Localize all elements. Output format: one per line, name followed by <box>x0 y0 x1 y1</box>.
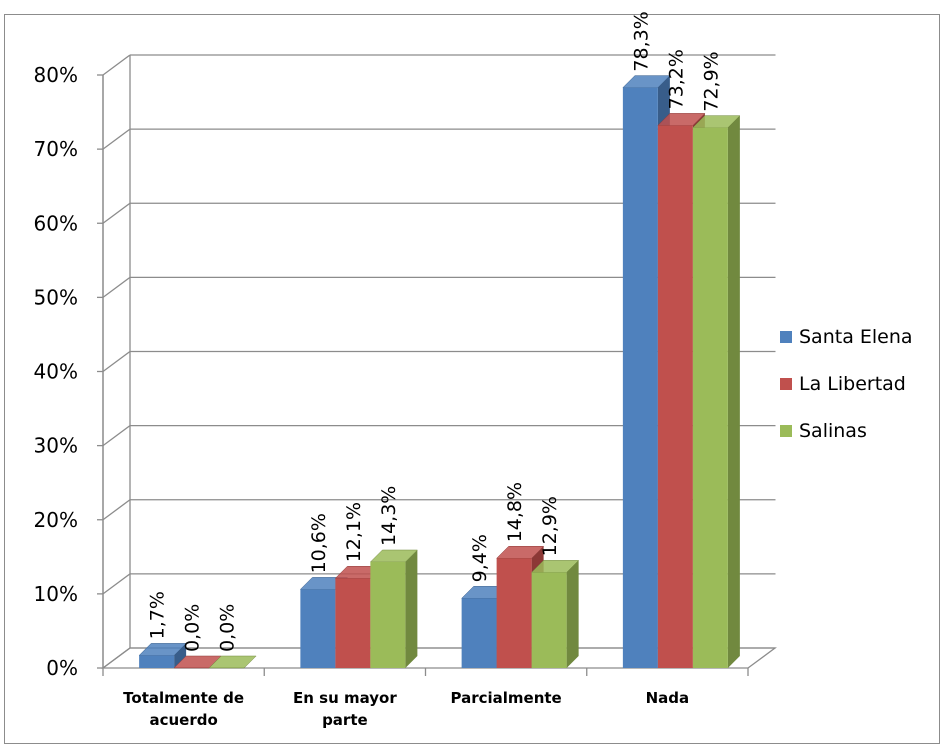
data-label: 14,8% <box>504 482 526 542</box>
bar-side <box>727 115 740 668</box>
legend-label: La Libertad <box>799 373 906 395</box>
x-category-label: Nada <box>646 689 690 707</box>
data-label: 9,4% <box>469 534 491 582</box>
bar <box>300 589 336 668</box>
legend-swatch <box>780 425 792 437</box>
bar <box>335 578 371 668</box>
legend-label: Santa Elena <box>799 326 913 348</box>
bar-top <box>208 655 257 669</box>
bar-side <box>566 560 579 668</box>
bar <box>622 87 658 668</box>
bar-side <box>405 550 418 668</box>
y-tick-label: 20% <box>34 508 78 532</box>
data-label: 14,3% <box>378 486 400 546</box>
y-tick-label: 30% <box>34 434 78 458</box>
y-tick-label: 50% <box>34 285 78 309</box>
x-category-label: acuerdo <box>149 711 217 729</box>
gridline-connector <box>102 276 131 298</box>
bar-side <box>174 643 187 668</box>
data-label: 78,3% <box>630 11 652 71</box>
bar <box>461 598 497 668</box>
x-category-label: Totalmente de <box>123 689 244 707</box>
y-tick-label: 0% <box>46 656 78 680</box>
data-label: 0,0% <box>182 604 204 652</box>
y-tick-label: 10% <box>34 582 78 606</box>
data-label: 12,9% <box>539 496 561 556</box>
y-tick-label: 60% <box>34 211 78 235</box>
data-label: 73,2% <box>665 49 687 109</box>
data-label: 72,9% <box>700 51 722 111</box>
data-label: 12,1% <box>343 502 365 562</box>
x-category-label: En su mayor <box>293 689 397 707</box>
gridline-connector <box>102 202 131 224</box>
data-label: 1,7% <box>147 591 169 639</box>
x-category-label: parte <box>322 711 368 729</box>
gridline-connector <box>102 499 131 521</box>
gridline-connector <box>102 350 131 373</box>
legend-label: Salinas <box>799 420 867 442</box>
data-label: 0,0% <box>217 604 239 652</box>
bar <box>657 125 693 668</box>
bar <box>531 572 567 668</box>
legend-swatch <box>780 331 792 343</box>
bar <box>496 558 532 668</box>
gridline-connector <box>102 128 131 150</box>
y-tick-label: 80% <box>34 63 78 87</box>
gridline-connector <box>102 54 131 76</box>
y-tick-label: 40% <box>34 360 78 384</box>
gridline-connector <box>102 425 131 447</box>
legend-swatch <box>780 378 792 390</box>
data-label: 10,6% <box>308 513 330 573</box>
y-tick-label: 70% <box>34 137 78 161</box>
gridline-connector <box>102 573 131 595</box>
bar <box>692 127 728 668</box>
bar <box>370 562 406 668</box>
x-category-label: Parcialmente <box>451 689 562 707</box>
bar <box>139 655 175 668</box>
